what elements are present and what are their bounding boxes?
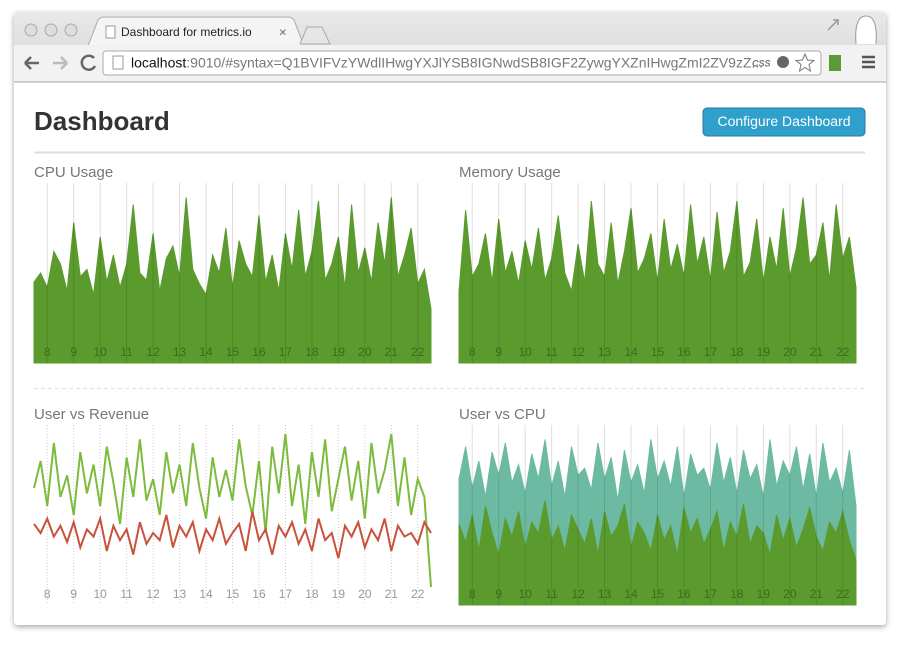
x-tick-label: 11 [545,345,558,359]
x-tick-label: 16 [252,345,266,359]
x-tick-label: 16 [677,345,691,359]
line [33,511,432,559]
fullscreen-button[interactable] [827,19,839,31]
chart-title: Memory Usage [459,164,561,181]
x-tick-label: 12 [146,345,160,359]
x-tick-label: 20 [783,345,797,359]
x-tick-label: 20 [783,587,797,601]
x-tick-label: 9 [70,587,77,601]
x-tick-label: 21 [810,587,824,601]
x-tick-label: 22 [411,345,425,359]
x-tick-label: 11 [545,587,558,601]
page-heading: Dashboard [34,106,170,136]
tab-favicon [105,25,116,39]
reload-button[interactable] [80,54,97,71]
x-tick-label: 13 [598,345,612,359]
x-tick-label: 22 [836,345,850,359]
x-tick-label: 16 [677,587,691,601]
forward-button[interactable] [53,56,68,70]
x-tick-label: 14 [199,587,213,601]
page-icon [112,55,124,70]
tab[interactable] [87,16,305,47]
window-minimize[interactable] [44,23,58,37]
x-tick-label: 19 [332,345,346,359]
area [33,197,432,364]
x-tick-label: 17 [279,345,293,359]
configure-button-label[interactable]: Configure Dashboard [717,113,850,129]
x-tick-label: 13 [173,345,187,359]
new-tab[interactable] [299,26,331,45]
area [458,500,857,606]
x-tick-label: 19 [757,587,771,601]
x-tick-label: 15 [651,587,665,601]
x-tick-label: 10 [93,345,107,359]
chart-title: CPU Usage [34,164,113,181]
x-tick-label: 10 [518,587,532,601]
x-tick-label: 18 [730,345,744,359]
url: localhost:9010/#syntax=Q1BVIFVzYWdlIHwgY… [131,54,763,70]
x-tick-label: 18 [305,345,319,359]
bookmark-star[interactable] [794,52,816,73]
x-tick-label: 14 [199,345,213,359]
x-tick-label: 21 [385,587,399,601]
x-tick-label: 19 [332,587,346,601]
x-tick-label: 15 [226,587,240,601]
x-tick-label: 8 [44,345,51,359]
area [458,197,857,364]
x-tick-label: 22 [836,587,850,601]
x-tick-label: 14 [624,587,638,601]
window-close[interactable] [24,23,38,37]
chart-title: User vs CPU [459,406,546,423]
x-tick-label: 15 [651,345,665,359]
url-host: localhost [131,54,186,70]
x-tick-label: 15 [226,345,240,359]
x-tick-label: 16 [252,587,266,601]
x-tick-label: 18 [730,587,744,601]
x-tick-label: 18 [305,587,319,601]
window-zoom[interactable] [64,23,78,37]
x-tick-label: 8 [44,587,51,601]
window [14,12,886,625]
x-tick-label: 13 [598,587,612,601]
menu-button[interactable] [862,55,875,69]
x-tick-label: 21 [810,345,824,359]
x-tick-label: 8 [469,587,476,601]
x-tick-label: 11 [120,345,133,359]
x-tick-label: 12 [571,587,585,601]
x-tick-label: 8 [469,345,476,359]
x-tick-label: 13 [173,587,187,601]
profile-avatar[interactable] [855,15,877,45]
x-tick-label: 9 [495,345,502,359]
tab-close[interactable]: × [279,24,287,39]
x-tick-label: 19 [757,345,771,359]
url-rest: :9010/#syntax=Q1BVIFVzYWdlIHwgYXJlYSB8IG… [186,54,763,70]
x-tick-label: 12 [146,587,160,601]
x-tick-label: 22 [411,587,425,601]
line [33,433,432,588]
extension-label[interactable]: CSS [752,58,771,68]
x-tick-label: 9 [495,587,502,601]
x-tick-label: 17 [704,345,718,359]
x-tick-label: 12 [571,345,585,359]
chart-title: User vs Revenue [34,406,149,423]
x-tick-label: 17 [704,587,718,601]
x-tick-label: 10 [93,587,107,601]
extension-icon-2[interactable] [829,55,841,71]
x-tick-label: 21 [385,345,399,359]
x-tick-label: 20 [358,345,372,359]
x-tick-label: 11 [120,587,133,601]
tab-title: Dashboard for metrics.io [121,25,252,39]
configure-button[interactable] [702,107,866,137]
x-tick-label: 17 [279,587,293,601]
extension-icon[interactable] [777,56,789,68]
x-tick-label: 9 [70,345,77,359]
back-button[interactable] [24,56,39,70]
address-bar[interactable] [102,50,822,76]
x-tick-label: 14 [624,345,638,359]
x-tick-label: 10 [518,345,532,359]
x-tick-label: 20 [358,587,372,601]
